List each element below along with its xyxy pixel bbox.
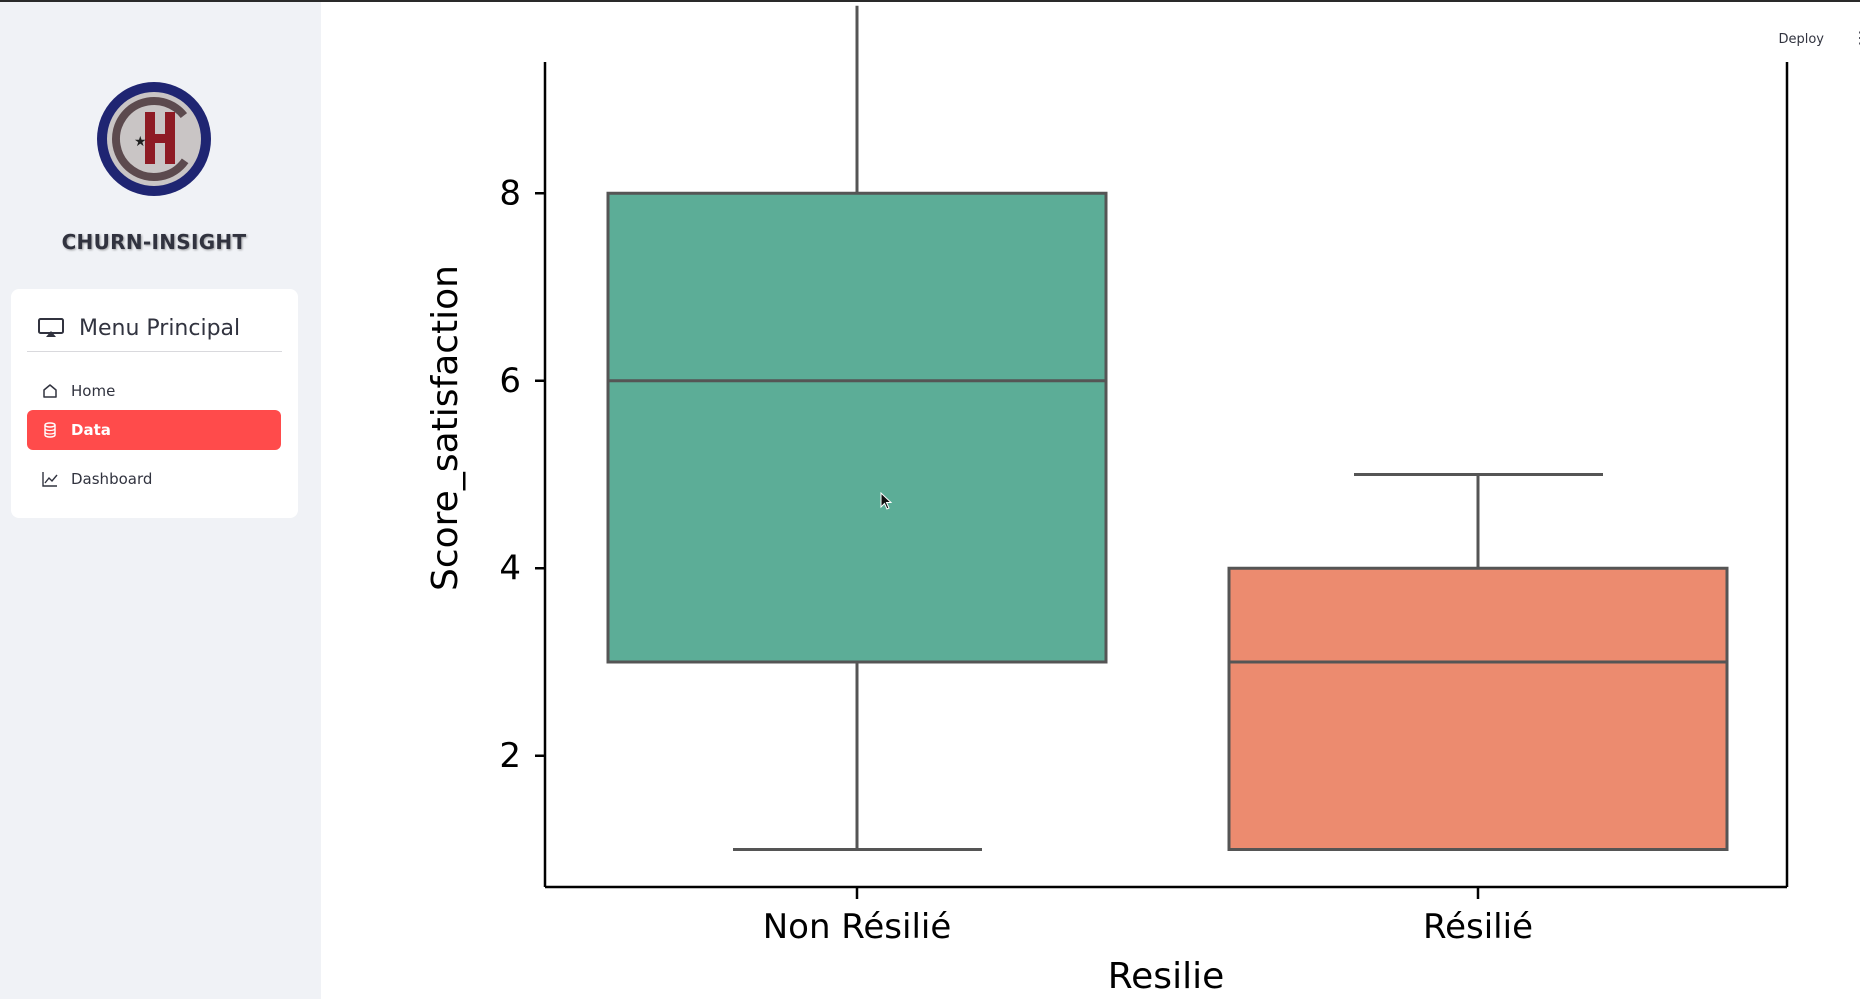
non-resilie-box [606,5,1108,851]
boxplot-chart: 2 4 6 8 Non Résilié Résilié Resilie Scor… [321,2,1860,999]
sidebar: ★ CHURN-INSIGHT Menu Principal Home [0,2,321,999]
churn-insight-logo: ★ [97,82,211,196]
x-tick-label-resilie: Résilié [1423,907,1533,947]
y-tick-8: 8 [499,173,545,213]
resilie-iqr-box [1227,566,1729,851]
y-tick-4: 4 [499,548,545,588]
sidebar-item-data[interactable]: Data [27,410,281,450]
line-chart-icon [42,472,58,487]
menu-header: Menu Principal [27,305,282,352]
sidebar-item-label: Data [71,421,111,439]
sidebar-item-dashboard[interactable]: Dashboard [27,459,281,499]
non-resilie-iqr-box [606,191,1108,664]
y-tick-label: 2 [499,736,521,776]
y-tick-label: 8 [499,173,521,213]
resilie-box [1227,473,1729,851]
sidebar-item-label: Home [71,382,116,400]
menu-title: Menu Principal [79,315,241,341]
main-menu: Menu Principal Home Data [11,289,298,518]
x-tick-label-non-resilie: Non Résilié [763,907,952,947]
y-tick-2: 2 [499,736,545,776]
app-title: CHURN-INSIGHT [61,230,247,254]
sidebar-item-label: Dashboard [71,470,153,488]
boxplot-svg: 2 4 6 8 Non Résilié Résilié Resilie Scor… [425,5,1789,997]
y-axis-title: Score_satisfaction [425,265,466,591]
database-icon [44,422,56,438]
y-tick-label: 4 [499,548,521,588]
svg-text:★: ★ [134,133,147,149]
house-icon [43,384,57,398]
vertical-dots-icon[interactable]: ⋮ [1852,28,1860,50]
y-tick-6: 6 [499,361,545,401]
deploy-button[interactable]: Deploy [1778,32,1824,47]
monitor-icon [38,318,64,337]
x-axis-title: Resilie [1108,956,1224,997]
mouse-cursor-icon [880,492,893,510]
sidebar-item-home[interactable]: Home [27,371,281,411]
y-tick-label: 6 [499,361,521,401]
